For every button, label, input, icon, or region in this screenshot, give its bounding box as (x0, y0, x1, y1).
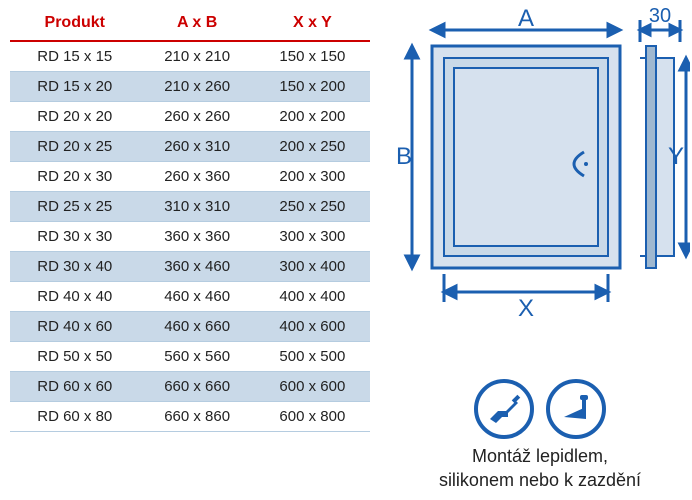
trowel-icon (546, 379, 606, 439)
cell-axb: 460 x 460 (140, 282, 255, 312)
table-row: RD 50 x 50560 x 560500 x 500 (10, 342, 370, 372)
label-30: 30 (649, 8, 671, 27)
table-row: RD 30 x 40360 x 460300 x 400 (10, 252, 370, 282)
cell-axb: 210 x 210 (140, 41, 255, 72)
cell-axb: 660 x 660 (140, 372, 255, 402)
cell-xxy: 150 x 200 (255, 72, 370, 102)
table-row: RD 30 x 30360 x 360300 x 300 (10, 222, 370, 252)
cell-xxy: 500 x 500 (255, 342, 370, 372)
cell-xxy: 200 x 300 (255, 162, 370, 192)
table-row: RD 40 x 60460 x 660400 x 600 (10, 312, 370, 342)
product-table-container: Produkt A x B X x Y RD 15 x 15210 x 2101… (10, 8, 370, 492)
cell-xxy: 250 x 250 (255, 192, 370, 222)
cell-axb: 310 x 310 (140, 192, 255, 222)
col-header-axb: A x B (140, 8, 255, 41)
cell-xxy: 600 x 600 (255, 372, 370, 402)
cell-axb: 210 x 260 (140, 72, 255, 102)
cell-xxy: 200 x 250 (255, 132, 370, 162)
cell-product: RD 25 x 25 (10, 192, 140, 222)
cell-product: RD 50 x 50 (10, 342, 140, 372)
table-row: RD 60 x 80660 x 860600 x 800 (10, 402, 370, 432)
mounting-icons (390, 379, 690, 439)
table-row: RD 20 x 20260 x 260200 x 200 (10, 102, 370, 132)
label-y: Y (668, 143, 684, 170)
cell-xxy: 600 x 800 (255, 402, 370, 432)
cell-xxy: 150 x 150 (255, 41, 370, 72)
cell-product: RD 20 x 20 (10, 102, 140, 132)
cell-axb: 360 x 360 (140, 222, 255, 252)
cell-axb: 260 x 310 (140, 132, 255, 162)
cell-xxy: 300 x 400 (255, 252, 370, 282)
product-table: Produkt A x B X x Y RD 15 x 15210 x 2101… (10, 8, 370, 432)
cell-axb: 460 x 660 (140, 312, 255, 342)
cell-product: RD 15 x 20 (10, 72, 140, 102)
table-row: RD 40 x 40460 x 460400 x 400 (10, 282, 370, 312)
label-a: A (518, 8, 534, 32)
cell-xxy: 400 x 600 (255, 312, 370, 342)
table-row: RD 15 x 20210 x 260150 x 200 (10, 72, 370, 102)
table-row: RD 25 x 25310 x 310250 x 250 (10, 192, 370, 222)
table-row: RD 20 x 30260 x 360200 x 300 (10, 162, 370, 192)
table-row: RD 15 x 15210 x 210150 x 150 (10, 41, 370, 72)
dimension-diagram: A 30 (390, 8, 690, 379)
cell-axb: 360 x 460 (140, 252, 255, 282)
cell-product: RD 20 x 30 (10, 162, 140, 192)
cell-product: RD 20 x 25 (10, 132, 140, 162)
cell-axb: 260 x 260 (140, 102, 255, 132)
cell-xxy: 200 x 200 (255, 102, 370, 132)
caption-line1: Montáž lepidlem, (390, 445, 690, 468)
label-b: B (396, 143, 412, 170)
table-row: RD 20 x 25260 x 310200 x 250 (10, 132, 370, 162)
label-x: X (518, 295, 534, 322)
cell-product: RD 60 x 60 (10, 372, 140, 402)
cell-product: RD 15 x 15 (10, 41, 140, 72)
cell-product: RD 30 x 30 (10, 222, 140, 252)
col-header-xxy: X x Y (255, 8, 370, 41)
cell-product: RD 30 x 40 (10, 252, 140, 282)
cell-axb: 660 x 860 (140, 402, 255, 432)
cell-product: RD 40 x 60 (10, 312, 140, 342)
glue-gun-icon (474, 379, 534, 439)
cell-xxy: 400 x 400 (255, 282, 370, 312)
cell-product: RD 60 x 80 (10, 402, 140, 432)
caption-line2: silikonem nebo k zazdění (390, 469, 690, 492)
col-header-product: Produkt (10, 8, 140, 41)
table-row: RD 60 x 60660 x 660600 x 600 (10, 372, 370, 402)
cell-axb: 260 x 360 (140, 162, 255, 192)
cell-product: RD 40 x 40 (10, 282, 140, 312)
cell-xxy: 300 x 300 (255, 222, 370, 252)
mounting-caption: Montáž lepidlem, silikonem nebo k zazděn… (390, 445, 690, 492)
cell-axb: 560 x 560 (140, 342, 255, 372)
